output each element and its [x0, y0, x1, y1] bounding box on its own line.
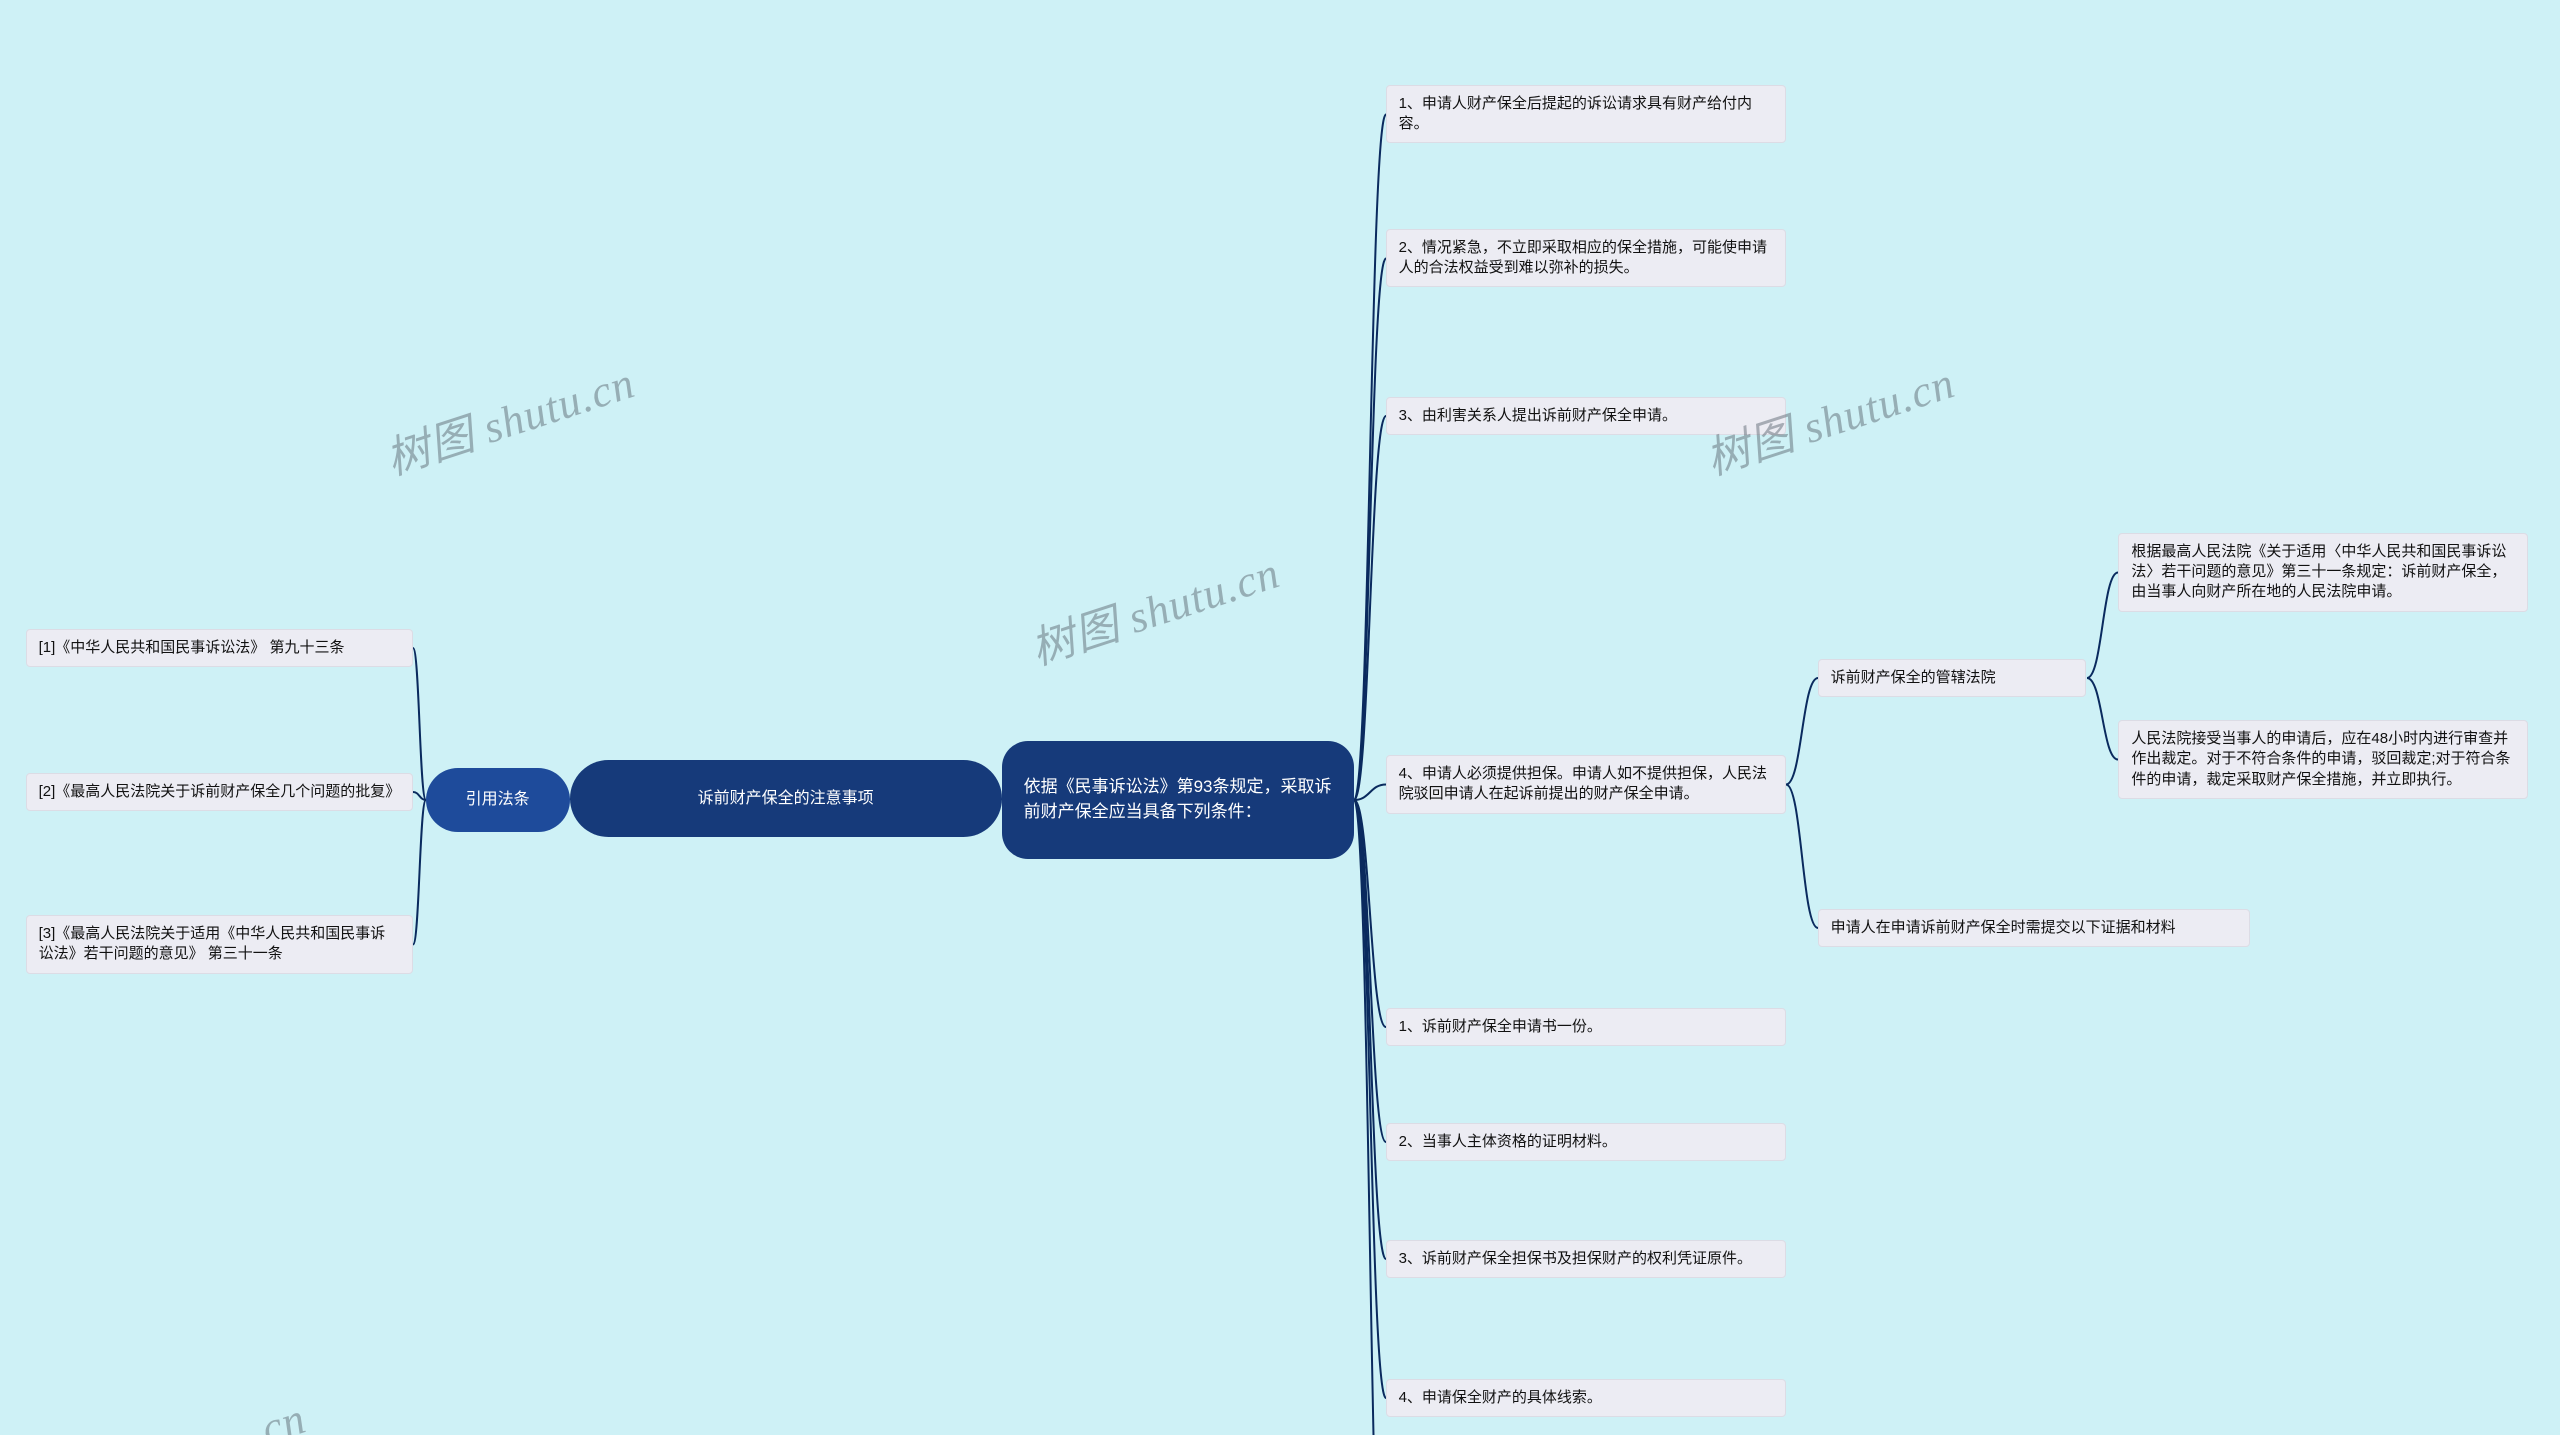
node-b2: 依据《民事诉讼法》第93条规定，采取诉前财产保全应当具备下列条件： — [1002, 741, 1354, 859]
node-c7: 3、诉前财产保全担保书及担保财产的权利凭证原件。 — [1386, 1240, 1786, 1278]
node-e1: 根据最高人民法院《关于适用〈中华人民共和国民事诉讼法〉若干问题的意见》第三十一条… — [2118, 533, 2528, 612]
node-b1c: [3]《最高人民法院关于适用《中华人民共和国民事诉讼法》若干问题的意见》 第三十… — [26, 915, 413, 974]
node-c4: 4、申请人必须提供担保。申请人如不提供担保，人民法院驳回申请人在起诉前提出的财产… — [1386, 755, 1786, 814]
node-b1a: [1]《中华人民共和国民事诉讼法》 第九十三条 — [26, 629, 413, 667]
node-b1b: [2]《最高人民法院关于诉前财产保全几个问题的批复》 — [26, 773, 413, 811]
node-d2: 申请人在申请诉前财产保全时需提交以下证据和材料 — [1818, 909, 2250, 947]
node-c8: 4、申请保全财产的具体线索。 — [1386, 1379, 1786, 1417]
node-c6: 2、当事人主体资格的证明材料。 — [1386, 1123, 1786, 1161]
node-d1: 诉前财产保全的管辖法院 — [1818, 659, 2087, 697]
node-c1: 1、申请人财产保全后提起的诉讼请求具有财产给付内容。 — [1386, 85, 1786, 144]
node-root: 诉前财产保全的注意事项 — [570, 760, 1002, 837]
node-c5: 1、诉前财产保全申请书一份。 — [1386, 1008, 1786, 1046]
node-c2: 2、情况紧急，不立即采取相应的保全措施，可能使申请人的合法权益受到难以弥补的损失… — [1386, 229, 1786, 288]
mindmap-edges — [0, 0, 2560, 1435]
node-e2: 人民法院接受当事人的申请后，应在48小时内进行审查并作出裁定。对于不符合条件的申… — [2118, 720, 2528, 799]
node-b1: 引用法条 — [426, 768, 570, 832]
